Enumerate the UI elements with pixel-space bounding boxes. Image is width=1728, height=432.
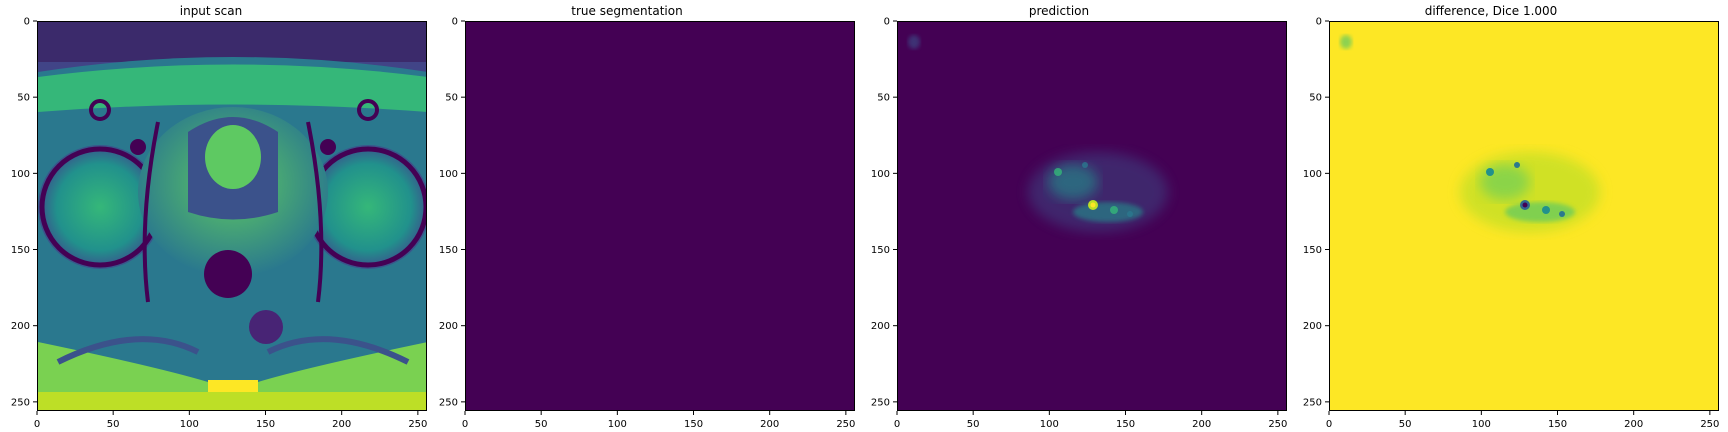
panel-title: difference, Dice 1.000 xyxy=(1424,4,1558,18)
y-tick-label: 150 xyxy=(871,245,890,256)
panel-prediction: prediction 0 50 100 150 200 250 0 50 100 150 200 25… xyxy=(864,0,1296,432)
axes-true-segmentation: 0 50 100 150 200 250 0 50 100 150 200 250 xyxy=(439,17,856,431)
x-tick-label: 150 xyxy=(1548,419,1567,430)
x-tick-label: 0 xyxy=(1326,419,1332,430)
y-tick-label: 50 xyxy=(445,93,458,104)
x-tick-label: 50 xyxy=(1399,419,1412,430)
x-tick-label: 0 xyxy=(462,419,468,430)
x-tick-label: 250 xyxy=(408,419,427,430)
x-tick-label: 150 xyxy=(1116,419,1135,430)
panel-input-scan: input scan xyxy=(0,0,432,432)
x-tick-label: 100 xyxy=(608,419,627,430)
x-tick-label: 250 xyxy=(836,419,855,430)
x-tick-label: 0 xyxy=(894,419,900,430)
x-tick-label: 150 xyxy=(684,419,703,430)
image-difference xyxy=(1329,21,1719,411)
x-tick-label: 250 xyxy=(1700,419,1719,430)
panel-title: prediction xyxy=(1028,4,1090,18)
x-tick-label: 200 xyxy=(1192,419,1211,430)
image-input-scan xyxy=(37,21,427,411)
y-tick-label: 150 xyxy=(1303,245,1322,256)
y-tick-label: 200 xyxy=(11,321,30,332)
y-tick-label: 250 xyxy=(439,397,458,408)
x-tick-label: 0 xyxy=(34,419,40,430)
y-tick-label: 250 xyxy=(1303,397,1322,408)
image-prediction xyxy=(897,21,1287,411)
axes-input-scan: 0 50 100 150 200 250 0 50 100 150 200 250 xyxy=(11,17,428,431)
y-tick-label: 200 xyxy=(1303,321,1322,332)
axes-prediction: 0 50 100 150 200 250 0 50 100 150 200 250 xyxy=(871,17,1288,431)
axes-difference: 0 50 100 150 200 250 0 50 100 150 200 250 xyxy=(1303,17,1720,431)
y-tick-label: 50 xyxy=(17,93,30,104)
x-tick-label: 50 xyxy=(535,419,548,430)
panel-title: true segmentation xyxy=(571,4,683,18)
y-tick-label: 0 xyxy=(24,17,30,28)
panel-title: input scan xyxy=(179,4,243,18)
image-true-segmentation xyxy=(465,21,855,411)
x-tick-label: 200 xyxy=(760,419,779,430)
y-tick-label: 50 xyxy=(877,93,890,104)
y-tick-label: 200 xyxy=(439,321,458,332)
panel-true-segmentation: true segmentation 0 50 100 150 200 250 0 50 100 1… xyxy=(432,0,864,432)
x-tick-label: 100 xyxy=(1472,419,1491,430)
y-tick-label: 50 xyxy=(1309,93,1322,104)
panel-difference: difference, Dice 1.000 0 50 100 150 200 250 0 5… xyxy=(1296,0,1728,432)
y-tick-label: 100 xyxy=(871,169,890,180)
y-tick-label: 0 xyxy=(452,17,458,28)
x-tick-label: 100 xyxy=(1040,419,1059,430)
x-tick-label: 200 xyxy=(1624,419,1643,430)
y-tick-label: 250 xyxy=(11,397,30,408)
x-tick-label: 250 xyxy=(1268,419,1287,430)
x-tick-label: 200 xyxy=(332,419,351,430)
x-tick-label: 100 xyxy=(180,419,199,430)
mri-image xyxy=(38,22,426,410)
difference-image xyxy=(1340,35,1600,232)
x-tick-label: 150 xyxy=(256,419,275,430)
x-tick-label: 50 xyxy=(107,419,120,430)
y-tick-label: 150 xyxy=(11,245,30,256)
y-tick-label: 100 xyxy=(439,169,458,180)
prediction-image xyxy=(908,35,1168,232)
y-tick-label: 200 xyxy=(871,321,890,332)
x-tick-label: 50 xyxy=(967,419,980,430)
y-tick-label: 0 xyxy=(884,17,890,28)
y-tick-label: 150 xyxy=(439,245,458,256)
y-tick-label: 100 xyxy=(11,169,30,180)
y-tick-label: 100 xyxy=(1303,169,1322,180)
y-tick-label: 0 xyxy=(1316,17,1322,28)
y-tick-label: 250 xyxy=(871,397,890,408)
